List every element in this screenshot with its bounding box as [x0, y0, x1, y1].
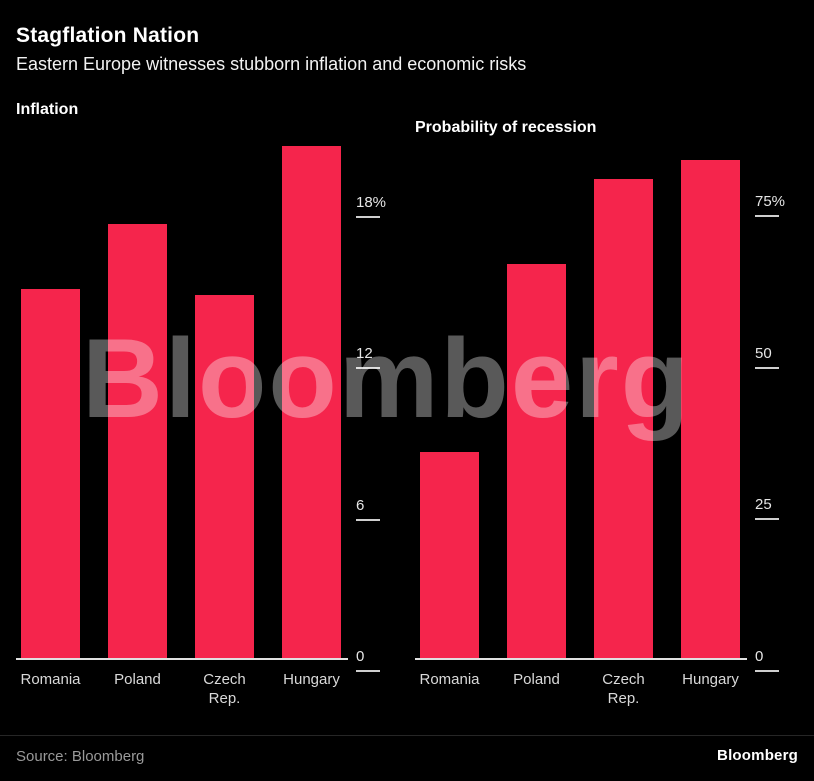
y-tick-label: 25 — [755, 496, 772, 514]
y-axis-tick: 18% — [356, 193, 387, 218]
bars-group — [420, 160, 740, 658]
y-tick-mark — [755, 214, 779, 217]
x-axis-labels: Romania Poland Czech Rep. Hungary — [419, 670, 740, 708]
y-tick-mark — [356, 367, 380, 370]
plot-area: 18% 12 6 0 — [16, 138, 414, 672]
inflation-bar-chart: 18% 12 6 0 Romania Poland Czech Rep. Hungary — [16, 138, 414, 707]
bar-poland — [507, 264, 566, 658]
x-category-label: Hungary — [682, 671, 739, 688]
x-category-label: Poland — [114, 671, 161, 688]
recession-bar-chart: 75% 50 25 0 Romania Poland Czech Rep. Hungary — [415, 138, 798, 707]
source-note: Source: Bloomberg — [16, 748, 145, 765]
bar-romania — [420, 452, 479, 658]
y-tick-label: 6 — [356, 496, 365, 514]
y-tick-mark — [356, 215, 380, 218]
bar-czech — [594, 179, 653, 658]
y-tick-mark — [755, 366, 779, 369]
y-axis-tick: 50 — [755, 344, 779, 369]
bloomberg-logo: Bloomberg — [717, 747, 798, 764]
bar-poland — [108, 224, 167, 658]
x-axis-line — [16, 658, 348, 660]
y-tick-label: 0 — [356, 648, 365, 665]
y-tick-mark — [755, 518, 779, 521]
x-category-label: Poland — [513, 671, 560, 688]
page-title: Stagflation Nation — [16, 24, 200, 47]
y-tick-mark — [755, 670, 779, 672]
plot-area: 75% 50 25 0 — [415, 138, 798, 672]
x-category-label: Czech Rep. — [602, 671, 645, 707]
bars-group — [21, 146, 341, 658]
y-axis-tick: 25 — [755, 496, 779, 521]
x-category-label: Czech Rep. — [203, 671, 246, 707]
chart-title-recession: Probability of recession — [415, 119, 597, 136]
y-tick-label: 18% — [356, 193, 387, 211]
x-category-label: Romania — [419, 671, 480, 688]
y-axis-tick: 12 — [356, 345, 380, 370]
chart-title-inflation: Inflation — [16, 101, 79, 118]
x-category-label: Hungary — [283, 671, 340, 688]
y-tick-label: 75% — [755, 192, 786, 210]
y-axis-tick: 6 — [356, 496, 380, 521]
y-tick-label: 50 — [755, 344, 772, 362]
page-subtitle: Eastern Europe witnesses stubborn inflat… — [16, 54, 527, 74]
y-tick-label: 0 — [755, 648, 764, 665]
y-axis-tick: 0 — [356, 649, 380, 672]
bar-romania — [21, 289, 80, 658]
y-tick-mark — [356, 518, 380, 521]
y-axis-tick: 0 — [755, 649, 779, 672]
x-axis-line — [415, 658, 747, 660]
x-axis-labels: Romania Poland Czech Rep. Hungary — [20, 670, 341, 708]
y-tick-mark — [356, 670, 380, 672]
bar-czech — [195, 295, 254, 658]
footer-divider — [0, 735, 814, 736]
x-category-label: Romania — [20, 671, 81, 688]
y-axis-tick: 75% — [755, 192, 786, 217]
y-tick-label: 12 — [356, 345, 373, 363]
bar-hungary — [681, 160, 740, 658]
bar-hungary — [282, 146, 341, 658]
